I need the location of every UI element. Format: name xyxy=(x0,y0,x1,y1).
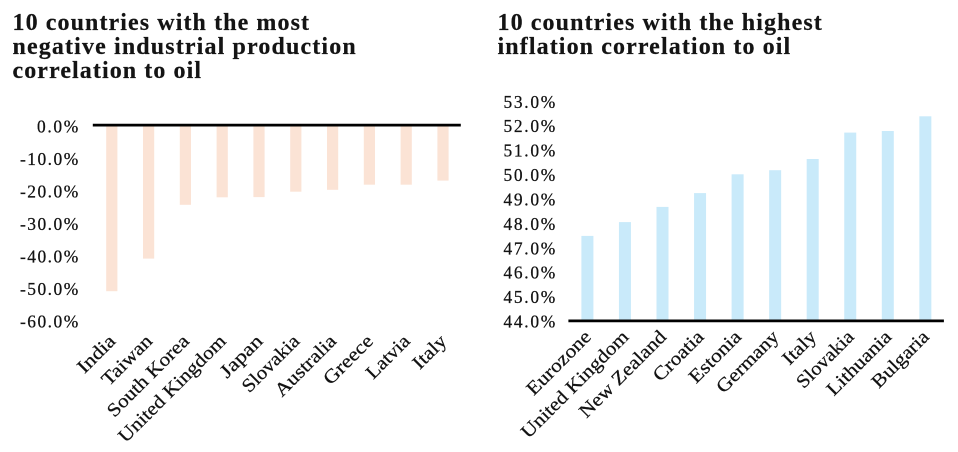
svg-text:44.0%: 44.0% xyxy=(504,312,556,332)
svg-text:correlation to oil: correlation to oil xyxy=(13,58,202,84)
svg-text:10 countries with the highest: 10 countries with the highest xyxy=(498,10,822,36)
svg-text:45.0%: 45.0% xyxy=(504,287,556,307)
svg-text:52.0%: 52.0% xyxy=(504,116,556,136)
svg-text:negative industrial production: negative industrial production xyxy=(13,34,356,60)
svg-text:49.0%: 49.0% xyxy=(504,190,556,210)
svg-text:0.0%: 0.0% xyxy=(37,116,78,136)
svg-text:48.0%: 48.0% xyxy=(504,214,556,234)
svg-text:50.0%: 50.0% xyxy=(504,165,556,185)
svg-text:-20.0%: -20.0% xyxy=(20,181,78,201)
svg-text:46.0%: 46.0% xyxy=(504,263,556,283)
svg-text:-50.0%: -50.0% xyxy=(20,279,78,299)
svg-text:10 countries with the most: 10 countries with the most xyxy=(13,10,310,36)
svg-text:-10.0%: -10.0% xyxy=(20,149,78,169)
svg-text:53.0%: 53.0% xyxy=(504,92,556,112)
svg-text:-30.0%: -30.0% xyxy=(20,214,78,234)
svg-text:-40.0%: -40.0% xyxy=(20,246,78,266)
svg-text:47.0%: 47.0% xyxy=(504,238,556,258)
svg-text:inflation correlation to oil: inflation correlation to oil xyxy=(498,34,791,60)
svg-text:-60.0%: -60.0% xyxy=(20,311,78,331)
svg-text:51.0%: 51.0% xyxy=(504,141,556,161)
